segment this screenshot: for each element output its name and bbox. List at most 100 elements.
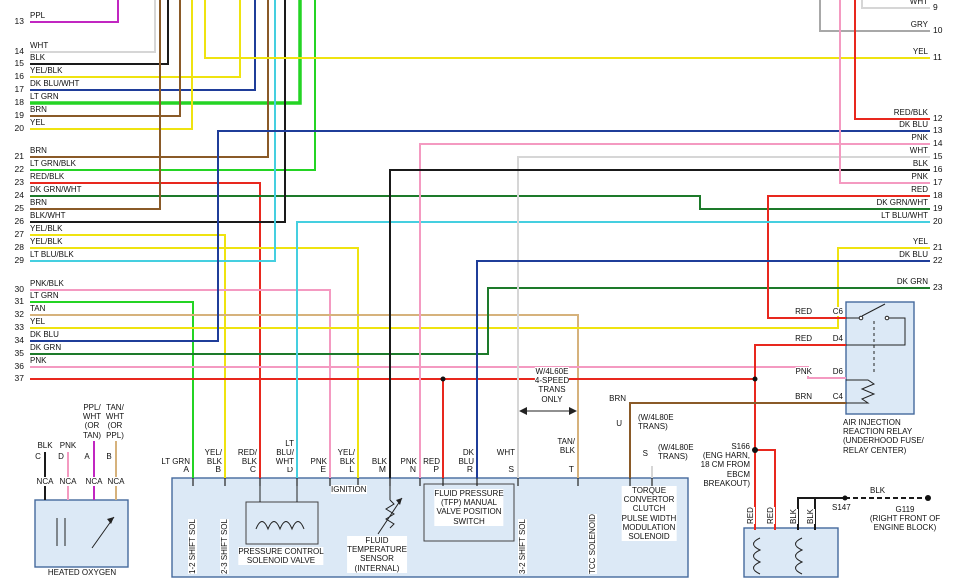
right-pin-number: 12	[933, 113, 943, 124]
left-pin-wire-color: DK BLU	[30, 330, 59, 340]
left-pin-number: 13	[14, 16, 24, 27]
terminal-wire-color: PNK	[310, 457, 327, 467]
splice-s166	[752, 447, 758, 453]
right-pin-wire-color: DK BLU	[899, 120, 928, 130]
o2-wire-a-color: PPL/ WHT (OR TAN)	[82, 403, 102, 440]
terminal-letter-s2: S	[642, 449, 648, 459]
o2-wire-b-color: TAN/ WHT (OR PPL)	[105, 403, 125, 440]
component-symbols	[56, 303, 906, 575]
pcm-27-yel-blk-to-b	[30, 234, 226, 478]
terminal-letter: A	[183, 464, 189, 475]
terminal-letter: L	[349, 464, 354, 475]
relay-contact-dot-right	[884, 315, 890, 321]
left-pin-wire-color: BRN	[30, 198, 47, 208]
left-pin-wire-color: WHT	[30, 41, 49, 51]
left-pin-number: 35	[14, 348, 24, 359]
left-pin-number: 17	[14, 84, 24, 95]
pcm-22-ltgrn-blk	[30, 0, 316, 171]
o2-nca-4: NCA	[107, 477, 125, 487]
left-pin-number: 32	[14, 309, 24, 320]
pcm-14-wht	[30, 0, 156, 53]
terminal-letter: P	[433, 464, 439, 475]
sol-wire-blk-2: BLK	[806, 508, 816, 524]
pcm-28-yel-blk-to-l	[30, 247, 359, 478]
relay-pin-wire-color: PNK	[795, 367, 812, 377]
o2-terminal-c: C	[35, 452, 41, 462]
junction-37-red	[752, 376, 758, 382]
pressure-control-solenoid-box	[245, 501, 319, 545]
right-pin-number: 10	[933, 25, 943, 36]
o2-terminal-a: A	[84, 452, 90, 462]
relay-d4-red-to-s166	[754, 344, 846, 530]
right20-ltblu-wht-to-d	[296, 221, 930, 478]
right-pin-wire-color: BLK	[912, 159, 928, 169]
air-solenoid-coil-1	[753, 537, 762, 575]
label-23-shift-sol: 2-3 SHIFT SOL	[220, 519, 230, 574]
right-pin-wire-color: YEL	[912, 237, 928, 247]
left-pin-wire-color: DK GRN/WHT	[30, 185, 82, 195]
terminal-letter-u: U	[616, 419, 622, 429]
terminal-letter: N	[409, 464, 416, 475]
pcm-18-ltgrn	[30, 0, 302, 105]
pcm-17-dkblu-wht	[30, 0, 256, 91]
right22-dkblu-to-r	[476, 260, 930, 478]
o2-wire-c-color: BLK	[37, 441, 53, 451]
pcm-15-blk	[30, 0, 169, 65]
right17-pnk	[839, 0, 930, 184]
right-pin-number: 22	[933, 255, 943, 266]
left-pin-wire-color: YEL/BLK	[30, 237, 63, 247]
terminal-letter: R	[466, 464, 473, 475]
pcm-32-tan-to-t	[30, 314, 579, 478]
right-pin-number: 16	[933, 164, 943, 175]
label-12-shift-sol: 1-2 SHIFT SOL	[188, 519, 198, 574]
terminal-wire-color: DK BLU	[458, 448, 474, 467]
relay-pin-id: D6	[832, 367, 843, 377]
terminal-wire-color: LT BLU/ WHT	[275, 439, 294, 467]
splices-layer	[440, 376, 931, 501]
splice-s147	[842, 495, 848, 501]
right-pin-number: 15	[933, 151, 943, 162]
left-pin-wire-color: BRN	[30, 146, 47, 156]
left-pin-number: 16	[14, 71, 24, 82]
right-pin-wire-color: YEL	[912, 47, 928, 57]
right-pin-number: 20	[933, 216, 943, 227]
wires-layer	[30, 0, 930, 530]
caption-air-relay: AIR INJECTION REACTION RELAY (UNDERHOOD …	[843, 418, 924, 455]
terminal-wire-color: WHT	[496, 448, 515, 458]
relay-c4-brn-to-u	[629, 402, 846, 478]
left-pin-number: 19	[14, 110, 24, 121]
relay-pin-id: C4	[832, 392, 843, 402]
left-pin-number: 20	[14, 123, 24, 134]
left-pin-wire-color: YEL/BLK	[30, 66, 63, 76]
o2-terminal-d: D	[58, 452, 64, 462]
right11-yel	[204, 0, 930, 59]
pcm-34-dkblu-to-right13	[30, 130, 930, 342]
o2-heater-arrowhead	[107, 517, 114, 524]
o2-wire-d-color: PNK	[59, 441, 77, 451]
sol-wire-blk-1: BLK	[789, 508, 799, 524]
right-pin-wire-color: WHT	[909, 0, 928, 7]
left-pin-number: 24	[14, 190, 24, 201]
left-pin-number: 26	[14, 216, 24, 227]
right12-red-blk	[854, 0, 930, 120]
right14-pnk-to-n	[419, 143, 930, 478]
right-pin-wire-color: PNK	[911, 133, 928, 143]
terminal-wire-color: BLK	[371, 457, 387, 467]
terminal-wire-color: LT GRN	[161, 457, 190, 467]
air-solenoid-coil-2	[795, 537, 804, 575]
note-4l60e-only: W/4L60E 4-SPEED TRANS ONLY	[534, 367, 570, 404]
tfp-switch-box	[423, 483, 515, 542]
relay-contact-dot-left	[858, 315, 864, 321]
o2-nca-3: NCA	[85, 477, 103, 487]
label-ignition: IGNITION	[331, 485, 367, 495]
right15-wht-to-s	[517, 156, 930, 478]
pcm-19-brn	[30, 0, 181, 117]
right-pin-number: 23	[933, 282, 943, 293]
right16-blk-to-m	[389, 169, 930, 478]
terminal-wire-color: PNK	[400, 457, 417, 467]
o2-terminal-b: B	[106, 452, 112, 462]
terminal-wire-color: YEL/ BLK	[337, 448, 355, 467]
left-pin-number: 30	[14, 284, 24, 295]
left-pin-number: 18	[14, 97, 24, 108]
left-pin-wire-color: RED/BLK	[30, 172, 65, 182]
